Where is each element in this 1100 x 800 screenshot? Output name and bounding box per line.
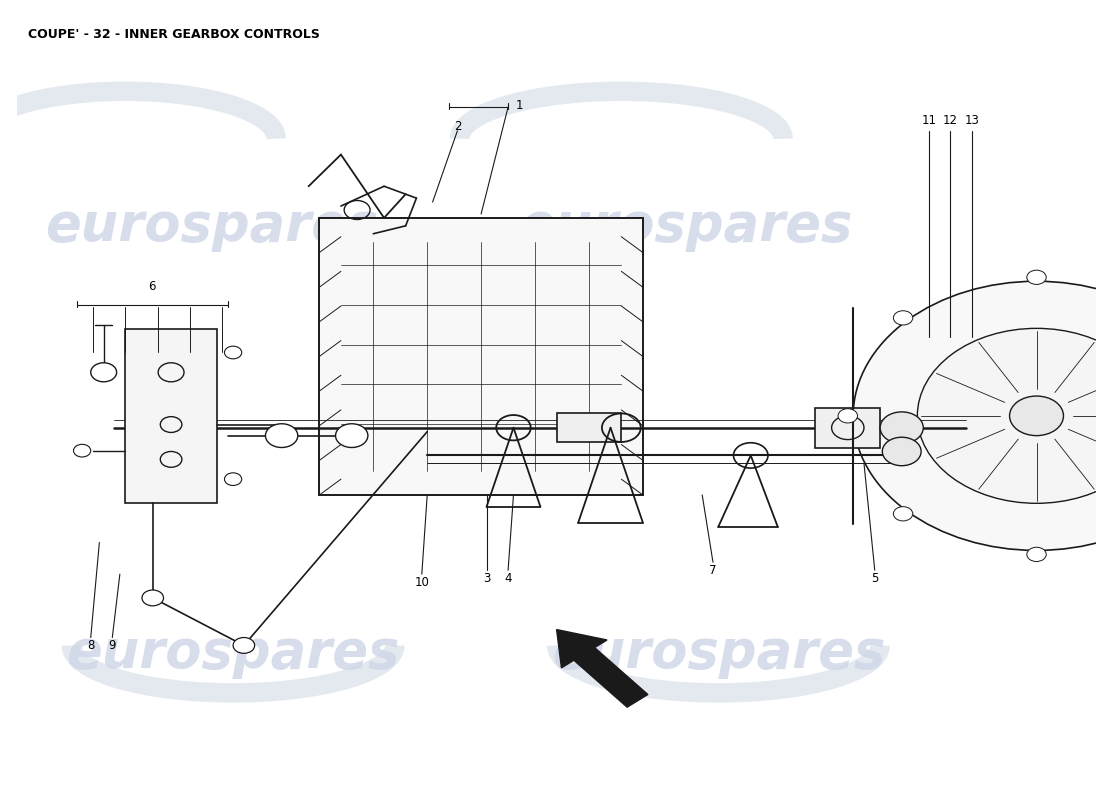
Text: 12: 12 [943,114,958,127]
Text: 11: 11 [921,114,936,127]
Bar [319,218,642,495]
Circle shape [142,590,164,606]
Circle shape [224,346,242,359]
FancyArrow shape [557,630,648,707]
Bar [125,329,217,503]
Circle shape [893,310,913,325]
Text: 2: 2 [453,120,461,134]
Text: 4: 4 [504,572,512,585]
Text: eurospares: eurospares [66,627,399,679]
Circle shape [74,444,90,457]
Text: 10: 10 [415,575,429,589]
Text: 9: 9 [109,639,117,652]
Circle shape [917,328,1100,503]
Text: eurospares: eurospares [552,627,886,679]
Text: 6: 6 [148,280,156,293]
Circle shape [882,438,921,466]
Bar [815,408,880,447]
Text: COUPE' - 32 - INNER GEARBOX CONTROLS: COUPE' - 32 - INNER GEARBOX CONTROLS [29,28,320,41]
Circle shape [90,362,117,382]
Circle shape [233,638,255,654]
Text: eurospares: eurospares [45,200,378,252]
Text: 1: 1 [516,99,524,112]
Text: 5: 5 [871,572,879,585]
Circle shape [838,409,858,423]
Text: 3: 3 [483,572,491,585]
Text: 8: 8 [87,639,95,652]
Circle shape [265,424,298,447]
Text: 13: 13 [965,114,979,127]
Circle shape [854,282,1100,550]
Text: eurospares: eurospares [519,200,852,252]
Circle shape [336,424,367,447]
Circle shape [880,412,923,443]
Circle shape [893,506,913,521]
Circle shape [1026,547,1046,562]
Text: 7: 7 [710,564,717,577]
Circle shape [1026,270,1046,285]
Bar [557,414,622,442]
Circle shape [1010,396,1064,436]
Circle shape [224,473,242,486]
